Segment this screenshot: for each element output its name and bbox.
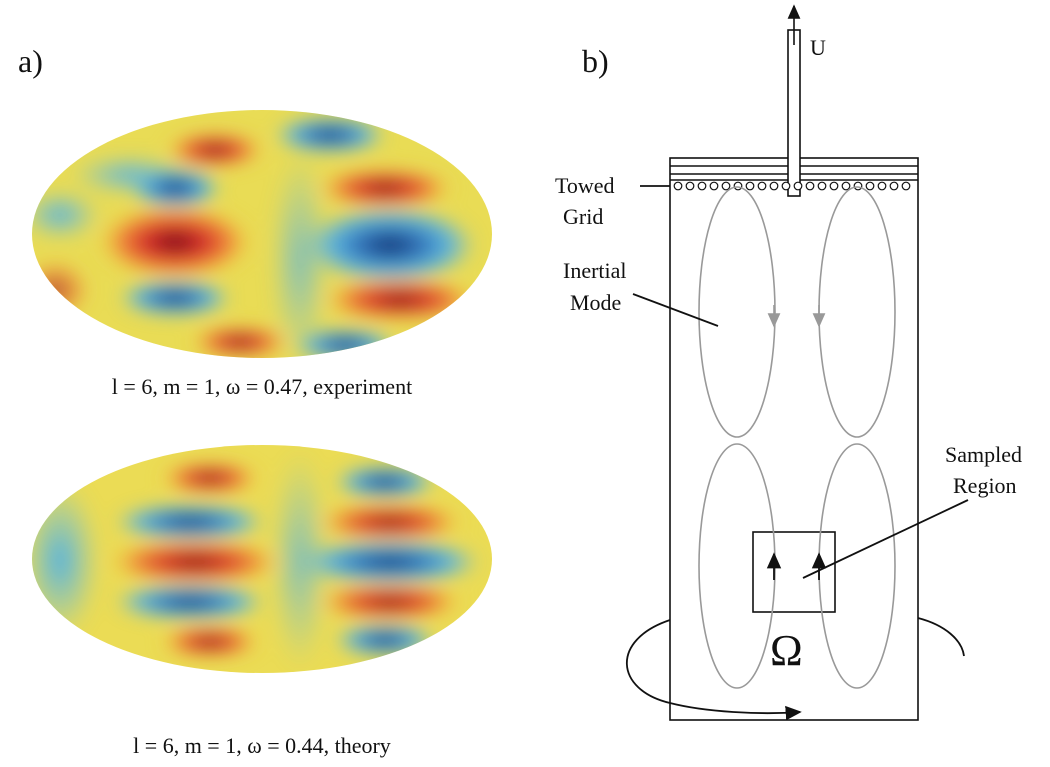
grid-hole	[878, 182, 886, 190]
grid-hole	[782, 182, 790, 190]
grid-hole	[806, 182, 814, 190]
grid-hole	[854, 182, 862, 190]
figure: a) l = 6, m = 1, ω = 0.47, experiment	[0, 0, 1050, 762]
page: {"panels": [ {"label": "a)", "captions":…	[0, 0, 1050, 767]
grid-hole	[734, 182, 742, 190]
panel-label: a)	[18, 43, 43, 79]
grid-hole	[794, 182, 802, 190]
grid-hole	[758, 182, 766, 190]
grid-hole	[818, 182, 826, 190]
experiment-map	[20, 108, 495, 370]
grid-hole	[902, 182, 910, 190]
grid-hole	[722, 182, 730, 190]
rotation-label: Ω	[770, 626, 803, 675]
mode-cells	[699, 187, 895, 688]
mode-label: Mode	[570, 290, 621, 315]
velocity-label: U	[810, 35, 826, 60]
grid-hole	[830, 182, 838, 190]
grid-hole	[698, 182, 706, 190]
theory-map	[20, 443, 495, 675]
grid-hole	[710, 182, 718, 190]
caption: l = 6, m = 1, ω = 0.47, experiment	[112, 374, 412, 399]
mode-label: Inertial	[563, 258, 627, 283]
grid-hole	[746, 182, 754, 190]
region-label: Sampled	[945, 442, 1022, 467]
grid-hole	[866, 182, 874, 190]
grid-hole	[686, 182, 694, 190]
grid-hole	[674, 182, 682, 190]
grid-label: Grid	[563, 204, 603, 229]
grid-label: Towed	[555, 173, 615, 198]
grid-hole	[770, 182, 778, 190]
grid-hole	[842, 182, 850, 190]
grid-hole	[890, 182, 898, 190]
panel-label: b)	[582, 43, 609, 79]
tank	[670, 6, 918, 720]
region-label: Region	[953, 473, 1017, 498]
caption: l = 6, m = 1, ω = 0.44, theory	[133, 733, 391, 758]
